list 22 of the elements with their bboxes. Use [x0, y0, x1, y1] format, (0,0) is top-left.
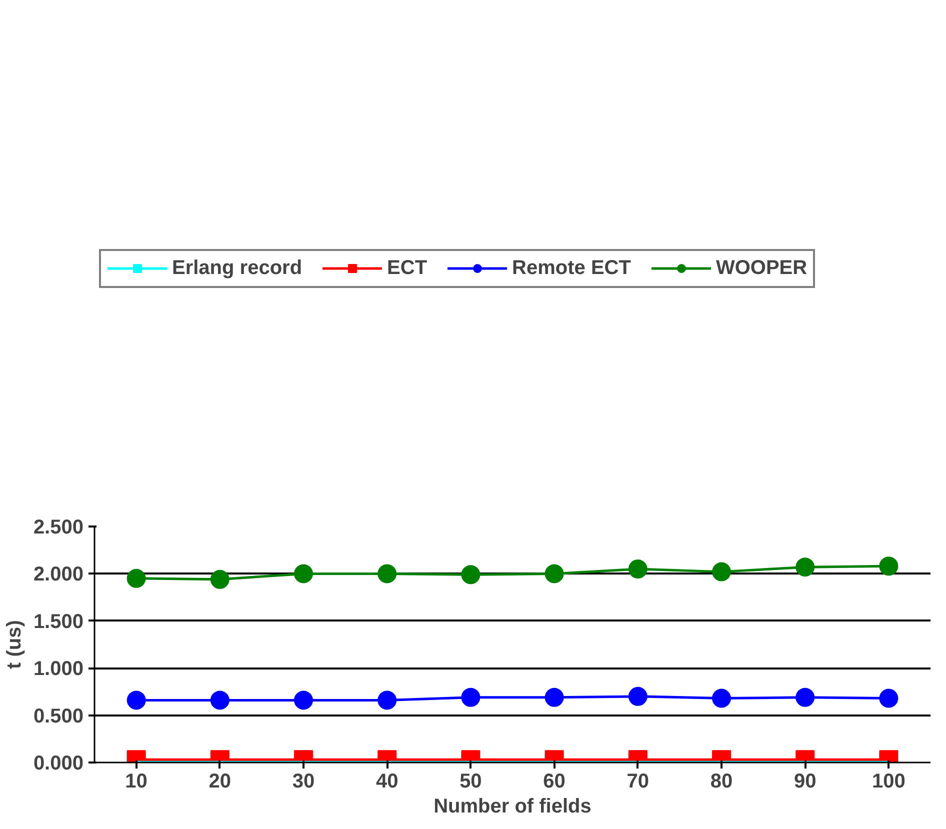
x-tick-label: 50	[460, 770, 482, 792]
y-tick-label: 1.000	[33, 658, 84, 680]
x-tick-label: 20	[208, 770, 232, 792]
x-tick-label: 70	[626, 770, 650, 792]
legend-label: Erlang record	[172, 256, 302, 280]
legend-label: WOOPER	[716, 256, 808, 280]
y-tick-label: 2.500	[33, 516, 84, 538]
x-tick-label: 10	[125, 770, 148, 792]
x-axis-title: Number of fields	[434, 796, 592, 818]
x-tick-label: 80	[710, 770, 733, 792]
legend-label: Remote ECT	[512, 256, 631, 280]
x-tick-label: 100	[872, 770, 906, 792]
y-tick-label: 1.500	[33, 610, 84, 633]
y-tick-label: 0.000	[33, 752, 84, 774]
y-tick-label: 2.000	[33, 564, 84, 586]
x-tick-label: 30	[292, 770, 315, 792]
x-tick-label: 60	[543, 770, 566, 792]
x-tick-label: 90	[794, 770, 816, 792]
y-axis-title: t (us)	[3, 620, 26, 669]
y-tick-label: 0.500	[33, 705, 84, 728]
legend-label: ECT	[387, 256, 428, 280]
x-tick-label: 40	[376, 770, 398, 792]
